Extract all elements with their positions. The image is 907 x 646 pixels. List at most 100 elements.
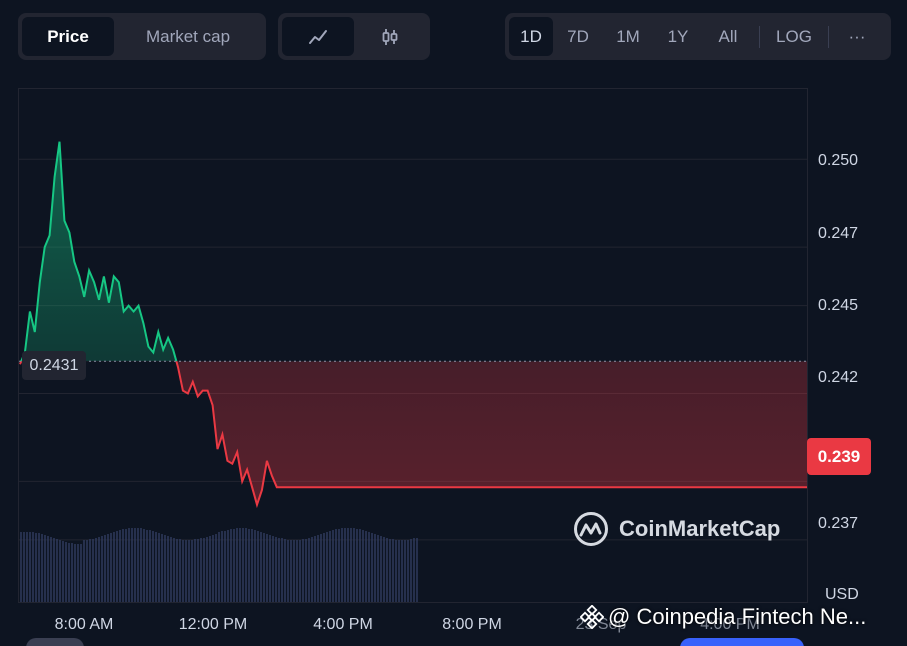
volume-bar xyxy=(56,539,58,602)
volume-bar xyxy=(386,538,388,602)
credit-text: @ Coinpedia Fintech Ne... xyxy=(608,604,867,629)
volume-bar xyxy=(293,540,295,602)
volume-bar xyxy=(257,531,259,602)
y-tick-label: 0.242 xyxy=(818,369,859,386)
x-tick-label: 12:00 PM xyxy=(178,616,248,633)
volume-bar xyxy=(173,538,175,602)
volume-bar xyxy=(371,533,373,602)
volume-bar xyxy=(296,540,298,602)
volume-bar xyxy=(323,533,325,602)
volume-bar xyxy=(407,540,409,602)
bottom-control[interactable] xyxy=(26,638,84,646)
volume-bar xyxy=(89,539,91,602)
volume-bar xyxy=(230,529,232,602)
volume-bar xyxy=(179,539,181,602)
y-tick-label: 0.250 xyxy=(818,152,859,169)
volume-bar xyxy=(131,528,133,602)
volume-bar xyxy=(65,542,67,602)
chart-type-toggle xyxy=(278,13,430,60)
volume-bar xyxy=(269,535,271,602)
volume-bar xyxy=(209,536,211,602)
volume-bar xyxy=(194,539,196,602)
volume-bar xyxy=(218,532,220,602)
volume-bar xyxy=(188,540,190,602)
price-line-down xyxy=(19,361,807,509)
toolbar-divider xyxy=(759,25,760,48)
volume-bar xyxy=(245,528,247,602)
volume-bar xyxy=(392,539,394,602)
range-1m[interactable]: 1M xyxy=(616,26,640,46)
volume-bar xyxy=(317,535,319,602)
candlestick-icon xyxy=(382,28,398,45)
volume-bar xyxy=(236,528,238,602)
bottom-action-button[interactable] xyxy=(680,638,804,646)
volume-bar xyxy=(311,537,313,602)
volume-bar xyxy=(347,528,349,602)
volume-bar xyxy=(350,528,352,602)
volume-bar xyxy=(380,536,382,602)
area-above-open xyxy=(20,141,807,362)
line-chart-icon xyxy=(309,29,327,44)
volume-bar xyxy=(197,539,199,602)
volume-bar xyxy=(365,531,367,602)
volume-bar xyxy=(206,537,208,602)
volume-bar xyxy=(125,529,127,602)
volume-bar xyxy=(137,528,139,602)
open-price-badge: 0.2431 xyxy=(22,351,86,380)
range-7d[interactable]: 7D xyxy=(567,26,589,46)
volume-bar xyxy=(32,532,34,602)
binance-diamond-icon xyxy=(580,605,604,629)
volume-bar xyxy=(251,529,253,602)
volume-bar xyxy=(332,530,334,602)
range-1y[interactable]: 1Y xyxy=(667,26,689,46)
volume-bar xyxy=(416,538,418,602)
volume-bar xyxy=(35,533,37,602)
volume-bar xyxy=(116,531,118,602)
volume-bar xyxy=(404,540,406,602)
price-line-up xyxy=(20,141,178,362)
volume-bar xyxy=(98,537,100,602)
volume-bar xyxy=(272,536,274,602)
log-scale-button[interactable]: LOG xyxy=(776,26,812,46)
volume-bar xyxy=(266,534,268,602)
volume-bar xyxy=(44,535,46,602)
coinmarketcap-watermark: CoinMarketCap xyxy=(573,511,780,547)
volume-bar xyxy=(68,543,70,602)
volume-bar xyxy=(383,537,385,602)
volume-bar xyxy=(128,528,130,602)
volume-bar xyxy=(119,530,121,602)
volume-bar xyxy=(200,538,202,602)
volume-bar xyxy=(146,530,148,602)
tab-price[interactable]: Price xyxy=(22,17,114,56)
volume-bar xyxy=(161,534,163,602)
x-tick-label: 23 Sep xyxy=(575,616,627,633)
volume-bar xyxy=(20,532,22,602)
volume-bar xyxy=(413,538,415,602)
volume-bar xyxy=(284,539,286,602)
volume-bar xyxy=(95,538,97,602)
range-all[interactable]: All xyxy=(718,26,738,46)
more-options-button[interactable]: ··· xyxy=(848,26,866,46)
range-selector: 1D 7D 1M 1Y All LOG ··· xyxy=(505,13,891,60)
tab-market-cap[interactable]: Market cap xyxy=(145,26,231,46)
candlestick-button[interactable] xyxy=(354,17,426,56)
line-chart-button[interactable] xyxy=(282,17,354,56)
currency-label: USD xyxy=(825,586,859,603)
x-tick-label: 4:00 PM xyxy=(700,616,760,633)
range-1d[interactable]: 1D xyxy=(509,17,553,56)
volume-bar xyxy=(107,534,109,602)
volume-bar xyxy=(86,540,88,602)
volume-bar xyxy=(299,540,301,602)
volume-bar xyxy=(212,535,214,602)
volume-bar xyxy=(359,529,361,602)
volume-bar xyxy=(326,532,328,602)
chart-frame xyxy=(18,88,808,603)
volume-bar xyxy=(248,529,250,602)
volume-bar xyxy=(164,535,166,602)
volume-bar xyxy=(143,529,145,602)
volume-bar xyxy=(401,540,403,602)
volume-bar xyxy=(281,538,283,602)
y-tick-label: 0.245 xyxy=(818,297,859,314)
volume-bar xyxy=(305,539,307,602)
